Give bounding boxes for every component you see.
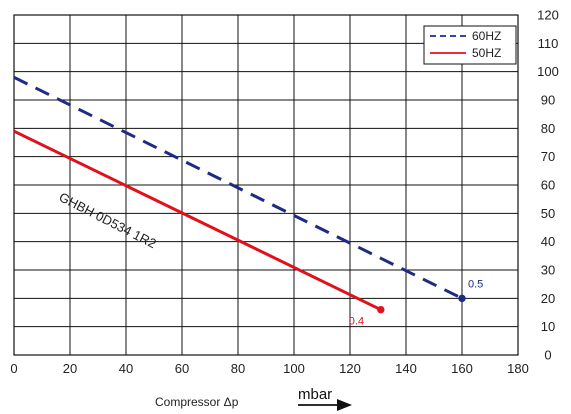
- series-line-60hz: [13, 75, 463, 300]
- x-tick-label: 40: [119, 361, 133, 376]
- series-end-label: 0.5: [468, 278, 483, 290]
- legend-box: [423, 25, 517, 65]
- x-tick-label: 140: [395, 361, 417, 376]
- arrow-right-icon: [298, 399, 352, 411]
- y-tick-label: 60: [541, 178, 555, 193]
- y-tick-label: 40: [541, 234, 555, 249]
- legend: 60HZ 50HZ: [423, 25, 517, 65]
- y-tick-label: 70: [541, 149, 555, 164]
- x-tick-label: 80: [231, 361, 245, 376]
- series-layer: 0.5 0.4: [13, 75, 483, 328]
- series-endpoint-50hz: [377, 305, 385, 314]
- arrow-head: [337, 399, 352, 411]
- y-tick-label: 120: [537, 8, 559, 23]
- legend-label: 50HZ: [472, 46, 501, 60]
- x-tick-label: 160: [451, 361, 473, 376]
- series-end-label: 0.4: [349, 316, 364, 328]
- series-line-50hz: [13, 129, 382, 312]
- y-tick-label: 100: [537, 64, 559, 79]
- series-endpoint-60hz: [458, 294, 466, 303]
- y-tick-label: 20: [541, 291, 555, 306]
- legend-label: 60HZ: [472, 29, 501, 43]
- y-tick-label: 80: [541, 121, 555, 136]
- x-tick-label: 100: [283, 361, 305, 376]
- x-tick-label: 120: [339, 361, 361, 376]
- x-axis-label: Compressor Δp: [155, 395, 239, 409]
- x-tick-label: 60: [175, 361, 189, 376]
- x-axis-unit: mbar: [298, 386, 332, 403]
- y-tick-label: 10: [541, 319, 555, 334]
- y-tick-labels: 0 10 20 30 40 50 60 70 80 90 100 110 120: [537, 8, 559, 363]
- x-tick-labels: 0 20 40 60 80 100 120 140 160 180: [10, 361, 528, 376]
- x-tick-label: 180: [507, 361, 529, 376]
- x-tick-label: 20: [63, 361, 77, 376]
- y-tick-label: 30: [541, 263, 555, 278]
- y-tick-label: 50: [541, 206, 555, 221]
- x-tick-label: 0: [10, 361, 17, 376]
- y-tick-label: 110: [538, 36, 559, 51]
- plot-border: [13, 14, 519, 356]
- y-tick-label: 90: [541, 93, 555, 108]
- grid: [13, 14, 519, 356]
- plot-frame: [13, 14, 519, 356]
- y-tick-label: 0: [544, 348, 551, 363]
